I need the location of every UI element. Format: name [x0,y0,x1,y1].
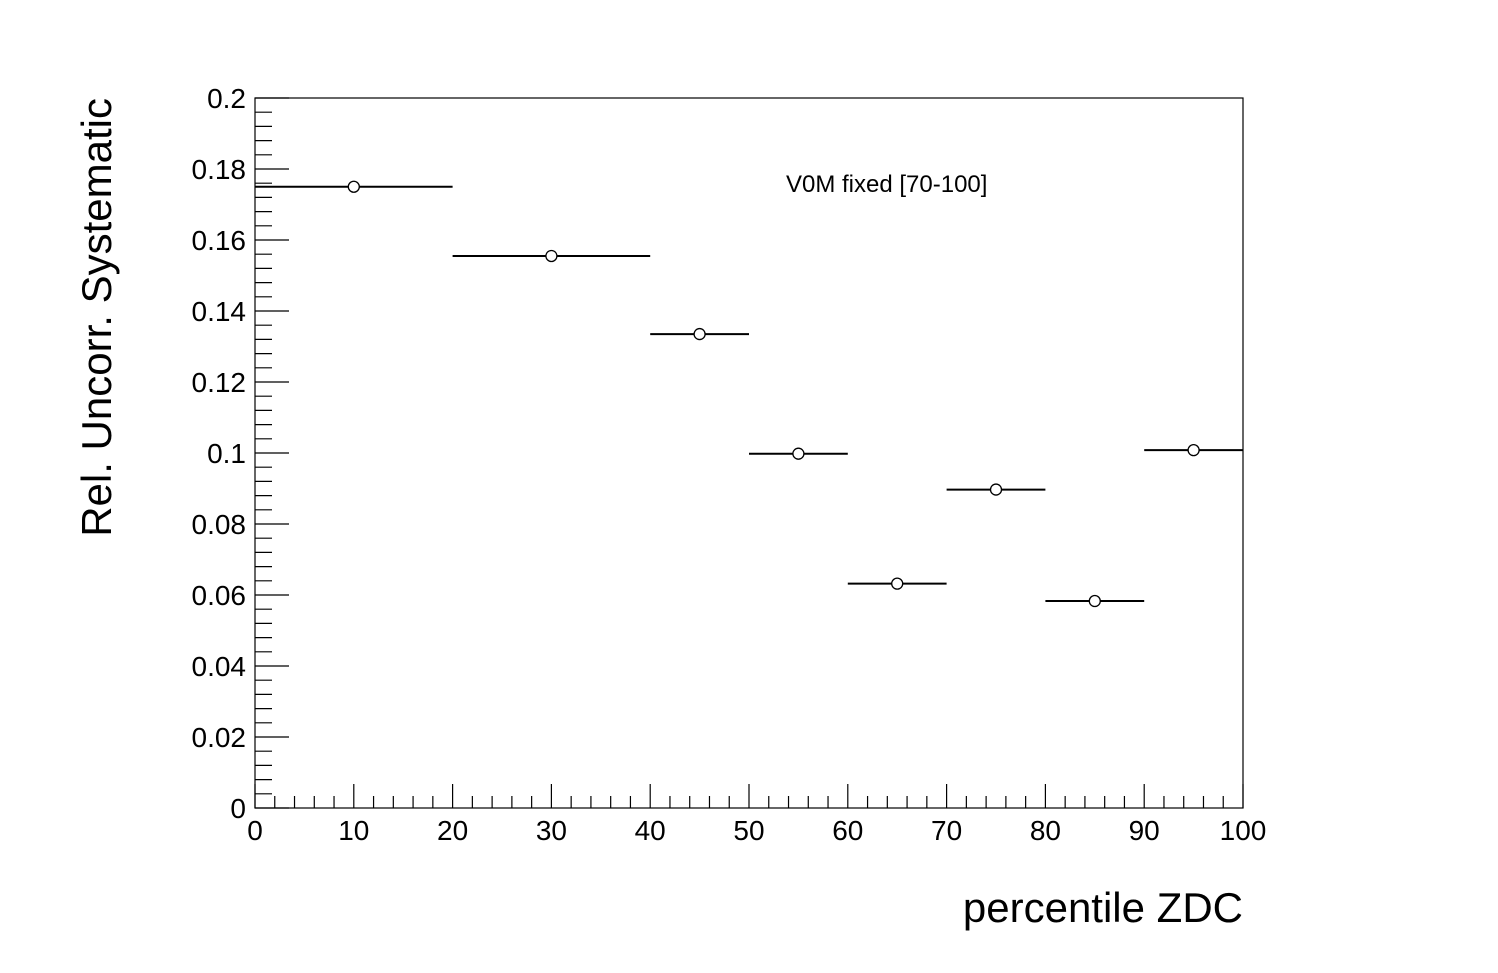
x-axis-ticks [254,784,1244,808]
y-tick-label: 0.1 [207,438,246,469]
data-marker [792,447,805,460]
data-point [1144,444,1243,457]
data-marker [1088,594,1101,608]
y-tick-label: 0.08 [192,509,247,540]
y-tick-label: 0.2 [207,83,246,114]
data-point [847,577,947,590]
data-marker [347,180,360,193]
x-tick-label: 10 [338,815,369,846]
y-tick-label: 0.02 [192,722,247,753]
data-point [650,327,749,341]
x-tick-label: 60 [832,815,863,846]
x-tick-label: 90 [1129,815,1160,846]
y-tick-label: 0 [230,793,246,824]
data-marker [989,483,1003,496]
x-tick-label: 80 [1030,815,1061,846]
data-point [749,447,848,460]
y-axis-tick-labels: 0 0.02 0.04 0.06 0.08 0.1 0.12 0.14 0.16 0.18 0.2 [192,83,247,824]
data-marker [1187,444,1200,457]
x-axis-title: percentile ZDC [963,884,1243,931]
y-tick-label: 0.04 [192,651,247,682]
x-tick-label: 30 [536,815,567,846]
data-point [452,249,651,263]
y-axis-title: Rel. Uncorr. Systematic [73,98,120,537]
y-tick-label: 0.12 [192,367,247,398]
x-tick-label: 40 [635,815,666,846]
y-tick-label: 0.14 [192,296,247,327]
y-axis-ticks [255,97,289,809]
data-series [255,180,1243,608]
x-tick-label: 100 [1220,815,1267,846]
data-point [946,483,1046,496]
x-tick-label: 20 [437,815,468,846]
x-axis-tick-labels: 0 10 20 30 40 50 60 70 80 90 100 [247,815,1266,846]
y-tick-label: 0.06 [192,580,247,611]
x-tick-label: 70 [931,815,962,846]
data-point [1045,594,1145,608]
data-marker [545,249,558,263]
x-tick-label: 0 [247,815,263,846]
y-tick-label: 0.16 [192,225,247,256]
data-marker [891,577,904,590]
y-tick-label: 0.18 [192,154,247,185]
data-point [255,180,453,193]
data-marker [693,327,706,341]
x-tick-label: 50 [733,815,764,846]
chart-annotation: V0M fixed [70-100] [786,171,987,198]
